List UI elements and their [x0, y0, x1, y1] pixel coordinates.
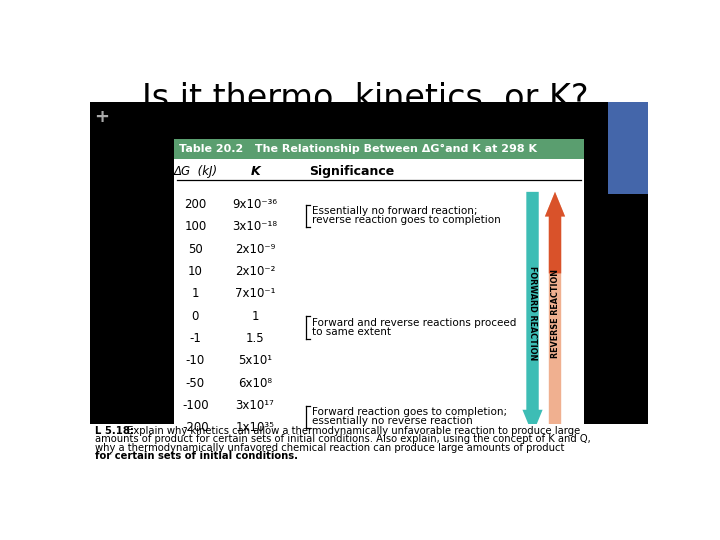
FancyBboxPatch shape	[90, 425, 648, 471]
Text: 200: 200	[184, 198, 207, 211]
Text: reverse reaction goes to completion: reverse reaction goes to completion	[312, 215, 501, 225]
FancyBboxPatch shape	[174, 139, 585, 159]
Text: 5x10¹: 5x10¹	[238, 354, 272, 367]
Text: -100: -100	[182, 399, 209, 412]
Text: L 5.18:: L 5.18:	[94, 426, 134, 436]
Text: -1: -1	[189, 332, 202, 345]
Text: 9x10⁻³⁶: 9x10⁻³⁶	[233, 198, 278, 211]
Text: 6x10⁸: 6x10⁸	[238, 377, 272, 390]
Polygon shape	[523, 192, 543, 434]
Text: 1: 1	[192, 287, 199, 300]
Text: 100: 100	[184, 220, 207, 233]
Text: 50: 50	[188, 242, 203, 256]
FancyBboxPatch shape	[90, 102, 648, 425]
Text: why a thermodynamically unfavored chemical reaction can produce large amounts of: why a thermodynamically unfavored chemic…	[94, 443, 564, 453]
Polygon shape	[545, 192, 565, 434]
Text: 2x10⁻²: 2x10⁻²	[235, 265, 275, 278]
FancyBboxPatch shape	[608, 102, 648, 194]
Text: Forward and reverse reactions proceed: Forward and reverse reactions proceed	[312, 318, 517, 328]
Text: Explain why kinetics can allow a thermodynamically unfavorable reaction to produ: Explain why kinetics can allow a thermod…	[124, 426, 580, 436]
Text: Forward reaction goes to completion;: Forward reaction goes to completion;	[312, 407, 508, 417]
Text: essentially no reverse reaction: essentially no reverse reaction	[312, 416, 473, 426]
Text: 7x10⁻¹: 7x10⁻¹	[235, 287, 275, 300]
Text: +: +	[94, 108, 109, 126]
Text: 2x10⁻⁹: 2x10⁻⁹	[235, 242, 275, 256]
Polygon shape	[545, 192, 565, 273]
Text: 10: 10	[188, 265, 203, 278]
Text: Essentially no forward reaction;: Essentially no forward reaction;	[312, 206, 478, 216]
Text: K: K	[251, 165, 260, 178]
Text: -200: -200	[182, 421, 209, 434]
Text: to same extent: to same extent	[312, 327, 392, 337]
Text: ΔG  (kJ): ΔG (kJ)	[174, 165, 217, 178]
Text: for certain sets of initial conditions.: for certain sets of initial conditions.	[94, 451, 297, 461]
Text: -10: -10	[186, 354, 205, 367]
Text: 1: 1	[251, 310, 258, 323]
Text: Table 20.2   The Relationship Between ΔG°and K at 298 K: Table 20.2 The Relationship Between ΔG°a…	[179, 144, 537, 154]
FancyBboxPatch shape	[174, 139, 585, 425]
Text: FORWARD REACTION: FORWARD REACTION	[528, 266, 537, 360]
Text: 3x10¹⁷: 3x10¹⁷	[235, 399, 274, 412]
Text: 1x10³⁵: 1x10³⁵	[235, 421, 274, 434]
Text: amounts of product for certain sets of initial conditions. Also explain, using t: amounts of product for certain sets of i…	[94, 434, 590, 444]
Text: -50: -50	[186, 377, 205, 390]
Text: Is it thermo, kinetics, or K?: Is it thermo, kinetics, or K?	[142, 82, 588, 114]
Text: Significance: Significance	[310, 165, 395, 178]
FancyBboxPatch shape	[90, 424, 648, 481]
Text: REVERSE REACTION: REVERSE REACTION	[551, 268, 559, 357]
Text: 3x10⁻¹⁸: 3x10⁻¹⁸	[233, 220, 278, 233]
Text: 1.5: 1.5	[246, 332, 264, 345]
Text: 0: 0	[192, 310, 199, 323]
